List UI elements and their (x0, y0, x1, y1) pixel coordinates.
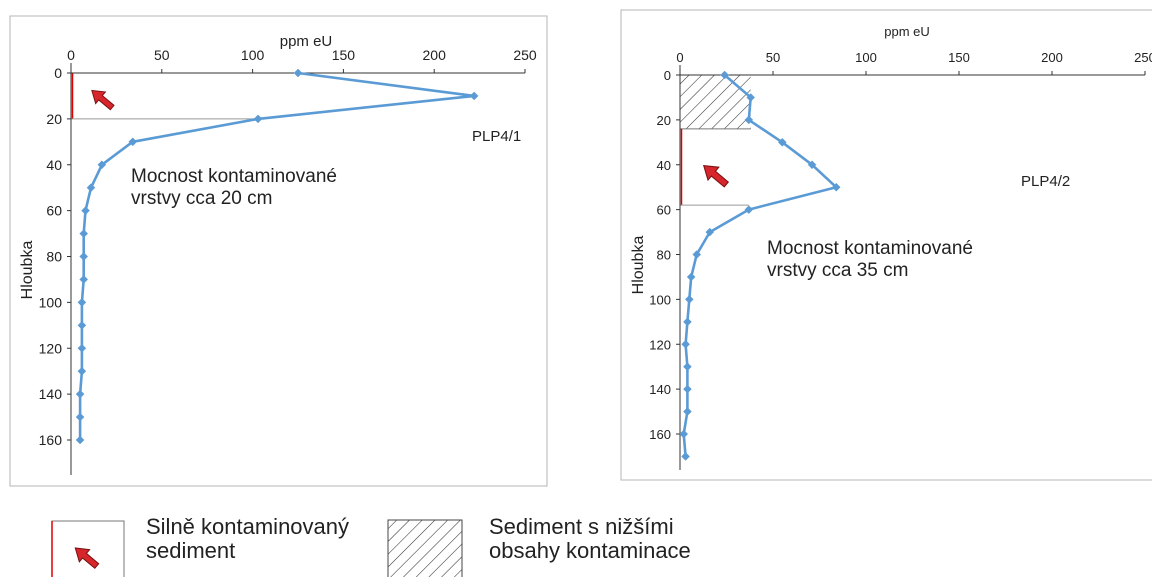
chart-1-data-point (469, 91, 479, 101)
chart-1-y-tick-label: 160 (39, 432, 63, 448)
chart-2-data-point (681, 452, 690, 461)
chart-2-x-tick-label: 50 (766, 50, 780, 65)
chart-2-data-point (684, 295, 694, 304)
chart-1-data-point (81, 206, 90, 215)
chart-1-x-tick-label: 250 (513, 47, 537, 63)
chart-1-y-tick-label: 20 (46, 111, 62, 127)
chart-1-x-tick-label: 0 (67, 47, 75, 63)
chart-2-data-point (683, 407, 692, 416)
legend-lower-line-2: obsahy kontaminace (489, 538, 691, 563)
chart-1-data-point (79, 275, 89, 284)
chart-2-y-tick-label: 40 (657, 158, 671, 173)
legend-strong-label: Silně kontaminovaný sediment (146, 515, 349, 563)
chart-2-data-point (705, 227, 715, 237)
chart-1: 0 50 100 150 200 250 0 20 40 60 80 100 120 140 160 ppm … (19, 33, 537, 475)
chart-1-annotation-line: vrstvy cca 20 cm (131, 188, 272, 209)
red-arrow-icon (74, 547, 100, 570)
chart-2-y-tick-label: 100 (649, 292, 671, 307)
chart-2-x-tick-label: 100 (855, 50, 877, 65)
chart-1-red-arrow-shape (91, 89, 115, 111)
chart-2-y-tick-label: 20 (657, 113, 671, 128)
legend-strong-line-1: Silně kontaminovaný (146, 514, 350, 539)
chart-1-x-tick-label: 50 (154, 47, 170, 63)
chart-1-y-tick-label: 140 (39, 386, 63, 402)
legend-hatched-symbol (387, 519, 463, 577)
chart-2-x-axis-label: ppm eU (884, 24, 930, 39)
chart-2-annotation-line: Mocnost kontaminované (767, 238, 973, 259)
chart-2-data-point (744, 205, 754, 214)
chart-2-x-tick-label: 250 (1134, 50, 1152, 65)
chart-2-data-point (686, 272, 696, 282)
chart-1-data-point (253, 114, 263, 124)
chart-2-data-point (831, 182, 841, 192)
chart-2-data-point (681, 339, 690, 349)
chart-2-y-tick-label: 80 (657, 248, 671, 263)
chart-1-x-axis-label: ppm eU (280, 33, 333, 50)
chart-1-data-point (75, 435, 85, 445)
chart-1-data-point (86, 183, 96, 193)
chart-2-data-point (744, 115, 754, 125)
chart-1-y-tick-label: 0 (54, 65, 62, 81)
chart-1-data-point (75, 412, 85, 422)
chart-2-data-point (746, 93, 756, 102)
chart-1-data-point (77, 343, 87, 353)
chart-1-y-axis-label: Hloubka (19, 241, 36, 300)
chart-2-red-arrow-icon (703, 164, 730, 188)
chart-2-annotation-line: vrstvy cca 35 cm (767, 260, 908, 281)
chart-1-red-arrow-icon (91, 89, 115, 111)
chart-1-data-point (97, 160, 107, 170)
chart-1-data-point (128, 137, 138, 147)
chart-2-data-point (683, 362, 692, 372)
chart-2-profile-label: PLP4/2 (1021, 173, 1070, 190)
chart-2-data-point (807, 160, 817, 170)
chart-2-data-point (720, 70, 729, 80)
chart-1-data-point (75, 389, 85, 399)
chart-1-data-point (79, 252, 89, 261)
chart-1-data-point (77, 320, 87, 330)
chart-1-y-tick-label: 120 (39, 340, 63, 356)
chart-2-data-point (683, 384, 692, 394)
chart-1-y-tick-label: 100 (39, 294, 63, 310)
chart-1-x-tick-label: 200 (423, 47, 447, 63)
chart-1-annotation-line: Mocnost kontaminované (131, 166, 337, 187)
chart-1-x-tick-label: 100 (241, 47, 265, 63)
chart-1-y-tick-label: 40 (46, 157, 62, 173)
chart-2-y-axis-label: Hloubka (630, 236, 647, 295)
chart-2-data-point (777, 137, 787, 147)
chart-1-x-tick-label: 150 (332, 47, 356, 63)
chart-2-x-tick-label: 0 (676, 50, 683, 65)
chart-1-data-point (79, 229, 89, 238)
chart-2-y-tick-label: 120 (649, 337, 671, 352)
chart-2: 0 50 100 150 200 250 0 20 40 60 80 100 120 140 160 ppm … (630, 24, 1152, 470)
legend-lower-line-1: Sediment s nižšími (489, 514, 674, 539)
chart-2-red-arrow-shape (703, 164, 730, 188)
legend-lower-label: Sediment s nižšími obsahy kontaminace (489, 515, 691, 563)
chart-1-data-point (77, 366, 87, 376)
legend-strong-line-2: sediment (146, 538, 236, 563)
chart-2-data-point (679, 429, 689, 439)
chart-2-y-tick-label: 60 (657, 203, 671, 218)
legend-strong-symbol (51, 520, 125, 577)
chart-2-x-tick-label: 200 (1041, 50, 1063, 65)
chart-1-data-point (293, 68, 303, 78)
chart-2-y-tick-label: 140 (649, 382, 671, 397)
chart-2-hatched-zone (680, 75, 751, 129)
chart-2-y-tick-label: 160 (649, 427, 671, 442)
chart-1-frame (9, 15, 548, 487)
chart-2-y-tick-label: 0 (664, 68, 671, 83)
chart-2-data-point (692, 250, 702, 259)
chart-2-data-point (683, 317, 692, 327)
chart-1-y-tick-label: 60 (46, 203, 62, 219)
chart-1-y-tick-label: 80 (46, 249, 62, 265)
chart-1-profile-label: PLP4/1 (472, 128, 521, 145)
chart-2-x-tick-label: 150 (948, 50, 970, 65)
chart-1-data-point (77, 298, 87, 307)
